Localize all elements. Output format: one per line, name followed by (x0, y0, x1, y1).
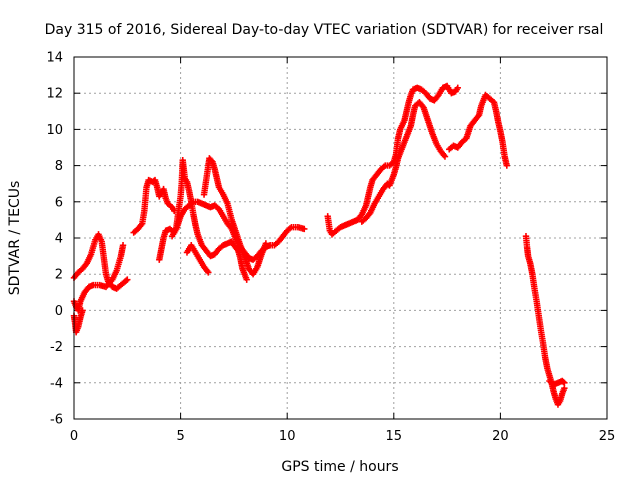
data-points (70, 82, 568, 408)
x-tick-label: 5 (176, 429, 184, 444)
series-track-13 (546, 377, 568, 388)
data-point (205, 269, 212, 276)
data-point (243, 276, 250, 283)
data-point (560, 378, 567, 386)
x-axis-label: GPS time / hours (281, 459, 398, 475)
series-track-7 (183, 242, 212, 276)
series-track-4 (130, 176, 178, 236)
y-tick-label: 0 (55, 304, 63, 319)
data-point (301, 225, 308, 233)
data-point (454, 84, 461, 91)
data-point (119, 242, 127, 249)
data-point (262, 240, 270, 247)
y-tick-label: 4 (55, 232, 63, 247)
grid-lines (74, 57, 607, 419)
axis-ticks: 0 5 10 15 20 25 -6 -4 -2 0 2 4 6 8 10 12 14 (46, 51, 615, 445)
data-point (79, 307, 86, 314)
chart-title: Day 315 of 2016, Sidereal Day-to-day VTE… (45, 22, 604, 38)
data-point (561, 385, 568, 392)
y-tick-label: -2 (50, 340, 63, 355)
data-point (503, 162, 510, 169)
y-tick-label: -4 (50, 376, 63, 391)
series-track-10 (358, 99, 449, 225)
data-point (561, 379, 568, 386)
data-point (441, 153, 449, 160)
series-track-2 (70, 242, 127, 314)
x-tick-label: 0 (70, 429, 78, 444)
series-track-11 (446, 91, 510, 169)
y-tick-label: 6 (55, 195, 63, 210)
x-tick-label: 20 (492, 429, 509, 444)
y-tick-label: -6 (50, 413, 63, 428)
y-axis-label: SDTVAR / TECUs (7, 181, 23, 296)
series-track-12 (522, 232, 568, 408)
x-tick-label: 15 (386, 429, 403, 444)
series-track-5 (156, 156, 250, 283)
y-tick-label: 2 (55, 268, 63, 283)
x-tick-label: 10 (279, 429, 296, 444)
y-tick-label: 10 (46, 123, 63, 138)
data-point (124, 276, 131, 283)
data-point (123, 277, 130, 284)
series-track-1 (70, 231, 131, 292)
y-tick-label: 14 (46, 51, 63, 66)
y-tick-label: 8 (55, 159, 63, 174)
series-track-8 (200, 155, 270, 278)
y-tick-label: 12 (46, 87, 63, 102)
series-track-9 (324, 82, 461, 238)
x-tick-label: 25 (599, 429, 616, 444)
plot-frame (73, 56, 608, 420)
